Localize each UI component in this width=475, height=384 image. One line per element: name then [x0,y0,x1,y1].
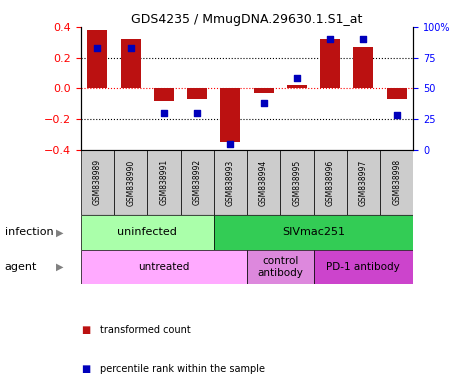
Text: GSM838990: GSM838990 [126,159,135,205]
Title: GDS4235 / MmugDNA.29630.1.S1_at: GDS4235 / MmugDNA.29630.1.S1_at [131,13,363,26]
Point [193,110,201,116]
Bar [387,88,407,99]
Text: GSM838993: GSM838993 [226,159,235,205]
Bar [314,150,347,215]
Bar [180,150,214,215]
Text: uninfected: uninfected [117,227,177,237]
Text: transformed count: transformed count [100,325,190,335]
Text: agent: agent [5,262,37,272]
Bar [254,88,274,93]
Text: GSM838991: GSM838991 [160,159,168,205]
Text: GSM838995: GSM838995 [293,159,301,205]
Bar [247,150,280,215]
Text: GSM838989: GSM838989 [93,159,102,205]
Bar [247,250,314,284]
Bar [287,85,307,88]
Text: untreated: untreated [138,262,190,272]
Point [293,75,301,81]
Bar [121,39,141,88]
Point [393,112,400,118]
Text: ▶: ▶ [56,262,63,272]
Text: control
antibody: control antibody [257,256,303,278]
Text: GSM838998: GSM838998 [392,159,401,205]
Text: ■: ■ [81,364,90,374]
Bar [220,88,240,142]
Point [326,36,334,42]
Point [227,141,234,147]
Bar [114,150,147,215]
Text: percentile rank within the sample: percentile rank within the sample [100,364,265,374]
Bar [280,150,314,215]
Bar [214,215,413,250]
Bar [380,150,413,215]
Point [94,45,101,51]
Text: PD-1 antibody: PD-1 antibody [326,262,400,272]
Point [360,36,367,42]
Text: infection: infection [5,227,53,237]
Bar [87,30,107,88]
Bar [81,250,247,284]
Bar [81,150,114,215]
Bar [320,39,340,88]
Text: ■: ■ [81,325,90,335]
Text: ▶: ▶ [56,227,63,237]
Bar [147,150,180,215]
Text: SIVmac251: SIVmac251 [282,227,345,237]
Point [160,110,168,116]
Bar [154,88,174,101]
Bar [347,150,380,215]
Bar [353,47,373,88]
Text: GSM838996: GSM838996 [326,159,334,205]
Bar [314,250,413,284]
Point [260,100,267,106]
Bar [187,88,207,99]
Bar [214,150,247,215]
Text: GSM838997: GSM838997 [359,159,368,205]
Text: GSM838992: GSM838992 [193,159,201,205]
Text: GSM838994: GSM838994 [259,159,268,205]
Bar [81,215,214,250]
Point [127,45,134,51]
